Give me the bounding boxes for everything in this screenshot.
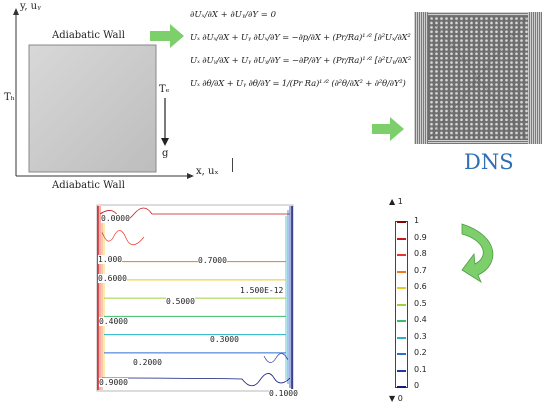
x-axis-arrowhead xyxy=(187,173,194,179)
x-axis-label: x, uₓ xyxy=(196,166,219,177)
contour-label: 1.000 xyxy=(98,255,123,264)
colorbar-tick-label: 0.6 xyxy=(414,282,427,291)
colorbar-level-line xyxy=(397,353,406,355)
colorbar-level-line xyxy=(397,386,406,388)
continuity-equation: ∂Uₓ/∂X + ∂Uᵧ/∂Y = 0 xyxy=(190,10,276,20)
bottom-wall-label: Adiabatic Wall xyxy=(52,180,125,191)
contour-label: 0.3000 xyxy=(210,335,239,344)
contour-label: 1.500E-12 xyxy=(240,286,284,295)
colorbar-tick-label: 0.5 xyxy=(414,298,427,308)
colorbar-level-line xyxy=(397,237,406,240)
text-cursor-mark xyxy=(232,158,233,172)
colorbar-min-label: ▼ 0 xyxy=(389,394,403,403)
colorbar-level-line xyxy=(397,287,406,289)
dns-label: DNS xyxy=(464,150,514,174)
colorbar-tick-label: 0.9 xyxy=(414,232,427,242)
equations-block: ∂Uₓ/∂X + ∂Uᵧ/∂Y = 0 Uₓ ∂Uₓ/∂X + Uᵧ ∂Uₓ/∂… xyxy=(190,10,476,89)
curved-arrow-icon xyxy=(461,223,494,284)
contour-label: 0.7000 xyxy=(198,256,227,265)
colorbar-level-line xyxy=(397,270,406,273)
top-wall-label: Adiabatic Wall xyxy=(52,30,125,41)
y-axis-arrowhead xyxy=(13,8,19,15)
contour-label: 0.4000 xyxy=(99,317,128,326)
isotherm-contour-plot xyxy=(96,204,294,392)
contour-label: 0.6000 xyxy=(98,274,127,283)
gravity-arrowhead xyxy=(161,138,169,146)
dns-mesh-image xyxy=(414,12,542,144)
gravity-label: g xyxy=(162,148,169,159)
colorbar-tick-label: 0 xyxy=(414,381,420,390)
contour-label: 0.2000 xyxy=(133,358,162,367)
colorbar-tick-label: 0.8 xyxy=(414,249,427,258)
colorbar-tick-label: 1 xyxy=(414,216,420,225)
colorbar xyxy=(395,221,408,388)
colorbar-ticks: 1 0.9 0.8 0.7 0.6 0.5 0.4 0.3 0.2 0.1 0 xyxy=(414,216,444,390)
colorbar-level-line xyxy=(397,221,406,223)
energy-equation: Uₓ ∂θ/∂X + Uᵧ ∂θ/∂Y = 1/(Pr Ra)¹ᐟ² (∂²θ/… xyxy=(190,79,406,89)
colorbar-level-line xyxy=(397,254,406,256)
colorbar-level-line xyxy=(397,336,406,339)
contour-label: 0.1000 xyxy=(269,389,298,398)
colorbar-tick-label: 0.3 xyxy=(414,331,427,341)
contour-label: 0.9000 xyxy=(99,378,128,387)
hot-wall-label: Tₕ xyxy=(4,92,15,103)
right-arrow-icon xyxy=(372,117,404,141)
colorbar-level-line xyxy=(397,303,406,306)
contour-label: 0.5000 xyxy=(166,297,195,306)
y-momentum-equation: Uₓ ∂Uᵧ/∂X + Uᵧ ∂Uᵧ/∂Y = −∂P/∂Y + (Pr/Ra)… xyxy=(190,56,476,66)
y-axis-label: y, uᵧ xyxy=(20,1,41,12)
colorbar-tick-label: 0.2 xyxy=(414,348,427,357)
cavity-square xyxy=(28,44,157,173)
right-arrow-icon xyxy=(150,24,184,48)
colorbar-tick-label: 0.1 xyxy=(414,364,427,374)
x-momentum-equation: Uₓ ∂Uₓ/∂X + Uᵧ ∂Uₓ/∂Y = −∂p/∂X + (Pr/Ra)… xyxy=(190,33,459,43)
contour-label: 0.0000 xyxy=(101,214,130,223)
colorbar-tick-label: 0.4 xyxy=(414,315,427,324)
colorbar-tick-label: 0.7 xyxy=(414,265,427,275)
colorbar-level-line xyxy=(397,369,406,372)
cold-wall-label: Tₑ xyxy=(159,84,170,95)
colorbar-max-label: ▲ 1 xyxy=(389,197,403,206)
colorbar-level-line xyxy=(397,320,406,322)
